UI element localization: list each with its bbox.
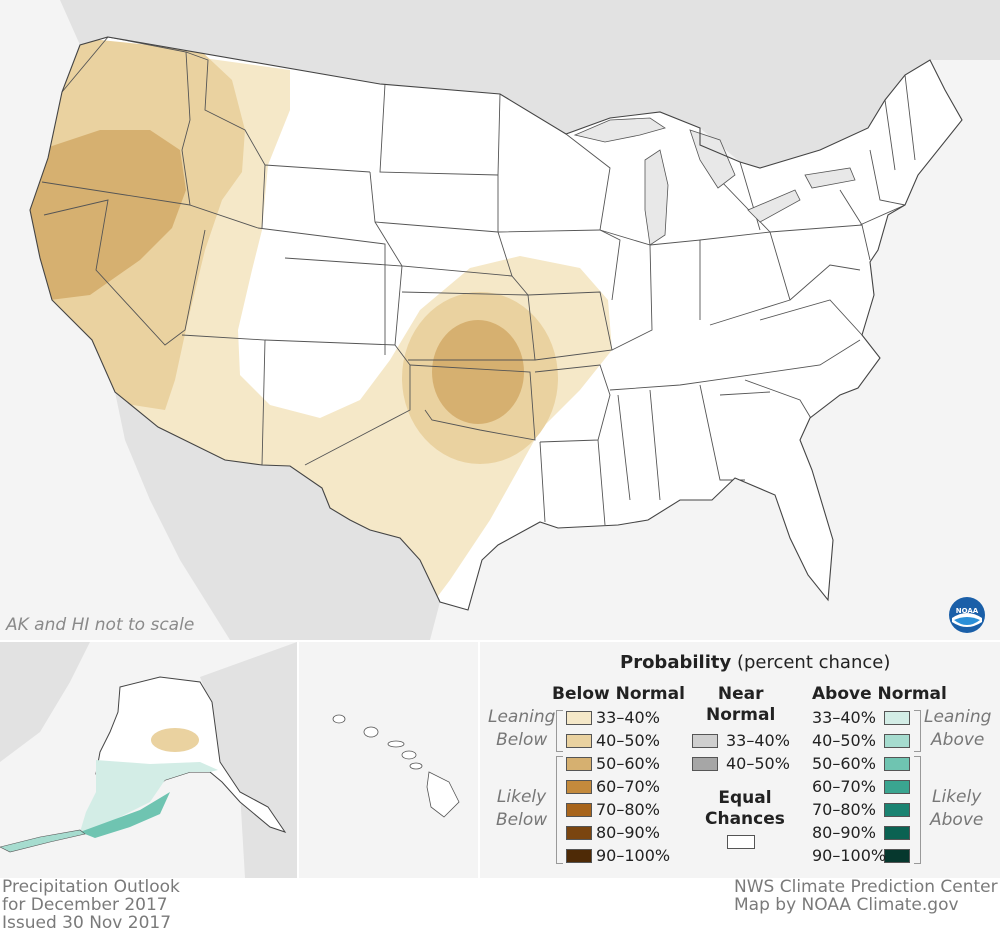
above-normal-label: 40–50% (812, 731, 876, 750)
likely-below-line1: Likely (496, 787, 547, 807)
above-normal-label: 90–100% (812, 846, 887, 865)
likely-below-line2: Below (496, 810, 548, 830)
caption-line3: Issued 30 Nov 2017 (2, 913, 172, 933)
near-normal-header-line1: Near (717, 684, 764, 704)
near-normal-swatch (692, 734, 718, 748)
above-normal-swatch (884, 780, 910, 794)
above-normal-swatch (884, 757, 910, 771)
hawaii-islands (332, 714, 460, 818)
near-normal-label: 33–40% (726, 731, 790, 750)
likely-below-label: Likely Below (496, 786, 547, 832)
below-normal-label: 50–60% (596, 754, 660, 773)
above-normal-label: 70–80% (812, 800, 876, 819)
leaning-above-line2: Above (931, 730, 985, 750)
below-40-50-alaska (151, 728, 199, 752)
canada-land (60, 0, 1000, 168)
alaska-inset-svg (0, 642, 297, 878)
hawaii-inset (299, 642, 478, 878)
likely-below-bracket (556, 756, 563, 864)
below-normal-swatch (566, 826, 592, 840)
near-normal-header: Near Normal (706, 684, 775, 726)
conus-map-svg (29, 0, 1000, 640)
above-normal-header: Above Normal (812, 684, 947, 704)
likely-above-bracket (914, 756, 921, 864)
above-normal-swatch (884, 711, 910, 725)
below-normal-label: 40–50% (596, 731, 660, 750)
legend-title-bold: Probability (620, 652, 732, 673)
below-normal-header: Below Normal (552, 684, 685, 704)
below-normal-label: 90–100% (596, 846, 671, 865)
likely-above-line1: Likely (932, 787, 982, 807)
mexico-land (115, 392, 440, 640)
leaning-below-label: Leaning Below (488, 706, 555, 752)
near-normal-swatch (692, 757, 718, 771)
below-50-60-west (30, 130, 186, 300)
leaning-above-label: Leaning Above (924, 706, 991, 752)
great-lakes (573, 117, 856, 246)
russia-land (0, 642, 90, 762)
credits: NWS Climate Prediction Center Map by NOA… (734, 878, 998, 914)
leaning-above-line1: Leaning (924, 707, 992, 727)
above-normal-swatch (884, 849, 910, 863)
below-normal-swatch (566, 780, 592, 794)
likely-above-line2: Above (930, 810, 984, 830)
above-normal-swatch (884, 734, 910, 748)
leaning-below-bracket (556, 710, 563, 752)
legend-title: Probability (percent chance) (620, 652, 890, 673)
above-normal-swatch (884, 803, 910, 817)
above-normal-label: 60–70% (812, 777, 876, 796)
likely-above-aleutian (80, 792, 170, 838)
equal-chances-line1: Equal (718, 788, 772, 808)
alaska-inset (0, 642, 297, 878)
below-50-60-southern-plains (432, 320, 524, 424)
noaa-logo: NOAA (949, 597, 985, 633)
above-normal-swatch (884, 826, 910, 840)
scale-note: AK and HI not to scale (6, 615, 195, 635)
above-normal-label: 80–90% (812, 823, 876, 842)
credit-line1: NWS Climate Prediction Center (734, 877, 998, 897)
conus-map: AK and HI not to scale NOAA (0, 0, 1000, 640)
below-normal-label: 70–80% (596, 800, 660, 819)
legend: Probability (percent chance) Below Norma… (480, 642, 1000, 878)
hawaii-inset-svg (332, 714, 460, 818)
below-normal-swatch (566, 711, 592, 725)
credit-line2: Map by NOAA Climate.gov (734, 895, 959, 915)
leaning-below-line1: Leaning (488, 707, 556, 727)
caption-line2: for December 2017 (2, 895, 168, 915)
below-normal-swatch (566, 849, 592, 863)
below-normal-label: 80–90% (596, 823, 660, 842)
below-normal-swatch (566, 757, 592, 771)
leaning-above-bracket (914, 710, 921, 752)
caption-line1: Precipitation Outlook (2, 877, 180, 897)
leaning-above-alaska (80, 760, 218, 832)
equal-chances-line2: Chances (705, 809, 785, 829)
svg-text:NOAA: NOAA (956, 607, 979, 615)
outlook-caption: Precipitation Outlook for December 2017 … (2, 878, 180, 932)
aleutian-islands (0, 829, 86, 853)
below-normal-label: 60–70% (596, 777, 660, 796)
above-normal-label: 50–60% (812, 754, 876, 773)
leaning-below-line2: Below (496, 730, 548, 750)
below-normal-label: 33–40% (596, 708, 660, 727)
equal-chances-swatch (727, 835, 755, 849)
above-normal-label: 33–40% (812, 708, 876, 727)
likely-above-label: Likely Above (930, 786, 983, 832)
equal-chances-header: Equal Chances (705, 788, 785, 830)
legend-title-rest: (percent chance) (736, 652, 891, 673)
below-normal-swatch (566, 734, 592, 748)
near-normal-header-line2: Normal (706, 705, 776, 725)
near-normal-label: 40–50% (726, 754, 790, 773)
below-normal-swatch (566, 803, 592, 817)
